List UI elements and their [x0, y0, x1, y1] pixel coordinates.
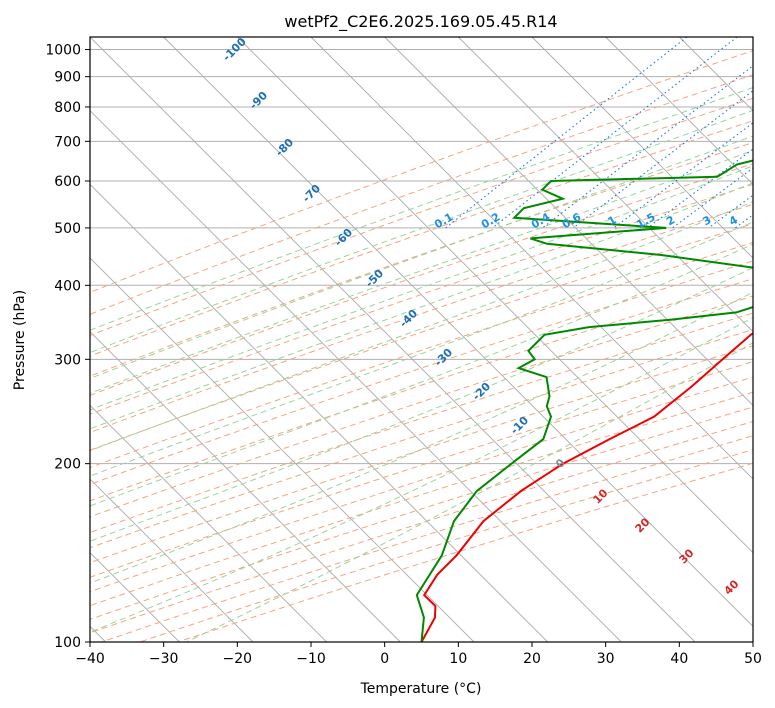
- x-tick-label: −20: [223, 651, 253, 667]
- axes: −40 −30 −20 −10 0 10 20 30 40 50 100 200 300 400 500 60…: [45, 43, 762, 667]
- isotherm-line: [605, 37, 753, 185]
- x-tick-label: 40: [670, 651, 688, 667]
- y-tick-label: 400: [54, 278, 81, 294]
- isotherm-line: [90, 331, 401, 642]
- dry-adiabat-line: [90, 329, 753, 549]
- mixing-ratio-line: [492, 37, 738, 229]
- dry-adiabat-line: [90, 361, 753, 578]
- x-axis-label: Temperature (°C): [360, 681, 482, 697]
- x-tick-label: −30: [149, 651, 179, 667]
- isotherm-line: [384, 37, 753, 406]
- y-tick-label: 600: [54, 174, 81, 190]
- isotherm-line: [90, 37, 696, 642]
- y-tick-label: 1000: [45, 43, 81, 59]
- isotherm-line: [90, 404, 327, 642]
- y-tick-label: 800: [54, 100, 81, 116]
- dry-adiabat-line: [90, 260, 753, 485]
- mixing-ratio-line: [672, 167, 753, 229]
- x-tick-label: 30: [597, 651, 615, 667]
- plot-frame: [89, 36, 754, 643]
- y-tick-label: 200: [54, 457, 81, 473]
- mixing-ratio-line: [572, 90, 753, 229]
- dry-adiabat-line: [90, 223, 753, 451]
- isotherm-line: [310, 37, 753, 480]
- dry-adiabat-line: [90, 50, 753, 293]
- x-tick-label: 10: [449, 651, 467, 667]
- x-tick-label: −10: [296, 651, 326, 667]
- y-tick-label: 700: [54, 134, 81, 150]
- x-tick-label: 50: [744, 651, 762, 667]
- isotherm-line: [531, 37, 753, 259]
- mixing-ratio-line: [647, 148, 753, 229]
- mixing-ratio-line: [445, 37, 688, 229]
- dry-adiabat-line: [90, 278, 753, 502]
- isotherm-line: [90, 257, 475, 642]
- chart-title: wetPf2_C2E6.2025.169.05.45.R14: [284, 12, 557, 32]
- isotherm-line: [90, 110, 622, 642]
- moist-adiabat-line: [90, 109, 753, 354]
- moist-adiabat-line: [90, 149, 753, 394]
- x-tick-label: −40: [75, 651, 105, 667]
- dry-adiabat-line: [90, 142, 753, 377]
- y-tick-label: 900: [54, 70, 81, 86]
- dry-adiabat-line: [90, 391, 753, 607]
- temperature-line: [420, 332, 753, 642]
- moist-adiabat-line: [90, 165, 753, 411]
- isotherm-line: [163, 37, 753, 627]
- dry-adiabat-line: [90, 312, 753, 534]
- moist-adiabat-line: [90, 201, 753, 452]
- x-tick-label: 0: [380, 651, 389, 667]
- moist-adiabat-line: [90, 221, 753, 477]
- y-tick-label: 500: [54, 221, 81, 237]
- dry-adiabat-line: [90, 120, 753, 357]
- dry-adiabat-line: [90, 97, 753, 337]
- y-axis-label: Pressure (hPa): [12, 290, 28, 390]
- x-tick-label: 20: [523, 651, 541, 667]
- dewpoint-line: [415, 159, 753, 642]
- y-tick-label: 100: [54, 635, 81, 651]
- moist-adiabat-line: [186, 342, 753, 642]
- moist-adiabat-line: [90, 87, 753, 331]
- plot-area: -100-90-80-70-60-50-40-30-20-100.1 0.2 0.4…: [90, 37, 753, 642]
- moist-adiabat-line: [90, 182, 753, 430]
- y-tick-label: 300: [54, 352, 81, 368]
- dry-adiabat-line: [90, 74, 753, 315]
- dry-adiabat-line: [90, 163, 753, 396]
